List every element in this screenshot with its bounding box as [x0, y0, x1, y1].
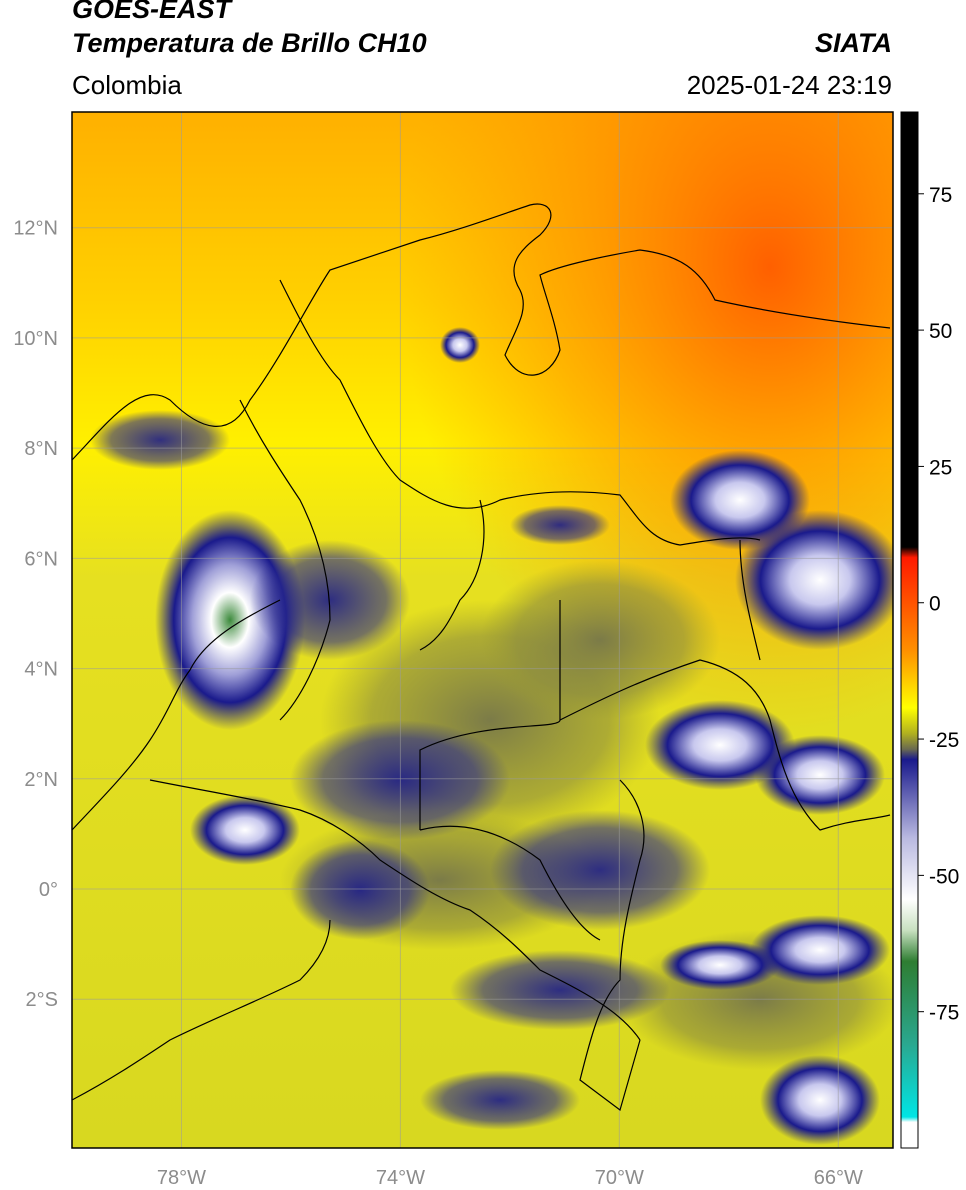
product-title: Temperatura de Brillo CH10: [72, 28, 427, 58]
satellite-title: GOES-EAST: [72, 0, 232, 24]
coastlines-borders: [72, 203, 891, 1112]
lat-tick-label: 2°S: [26, 989, 58, 1011]
lat-tick-label: 6°N: [24, 548, 58, 570]
lon-tick-label: 74°W: [376, 1167, 425, 1189]
lat-tick-label: 8°N: [24, 438, 58, 460]
colorbar-tick-label: 0: [929, 593, 941, 616]
colorbar-tick-label: -25: [929, 729, 959, 752]
lat-tick-label: 12°N: [13, 218, 58, 240]
lat-tick-label: 10°N: [13, 328, 58, 350]
lat-tick-label: 4°N: [24, 659, 58, 681]
lat-tick-label: 0°: [39, 879, 58, 901]
colorbar-tick-label: 50: [929, 320, 952, 343]
colorbar-tick-label: 75: [929, 184, 952, 207]
region-label: Colombia: [72, 70, 182, 100]
brightness-temperature-field: [72, 112, 893, 1148]
lon-tick-label: 66°W: [814, 1167, 863, 1189]
colorbar-tick-label: 25: [929, 456, 952, 479]
colorbar-tick-label: -75: [929, 1002, 959, 1025]
colorbar: [900, 111, 919, 1149]
colorbar-ticks: 75 50 25 0 -25 -50 -75: [918, 184, 959, 1025]
lon-tick-label: 70°W: [595, 1167, 644, 1189]
longitude-ticks: 78°W 74°W 70°W 66°W: [157, 1167, 863, 1189]
map-gridlines: [72, 112, 893, 1148]
colorbar-tick-label: -50: [929, 865, 959, 888]
map-frame: [71, 111, 894, 1149]
datetime-label: 2025-01-24 23:19: [686, 70, 892, 100]
lat-tick-label: 2°N: [24, 769, 58, 791]
latitude-ticks: 12°N 10°N 8°N 6°N 4°N 2°N 0° 2°S: [13, 218, 58, 1011]
agency-label: SIATA: [815, 28, 892, 58]
lon-tick-label: 78°W: [157, 1167, 206, 1189]
